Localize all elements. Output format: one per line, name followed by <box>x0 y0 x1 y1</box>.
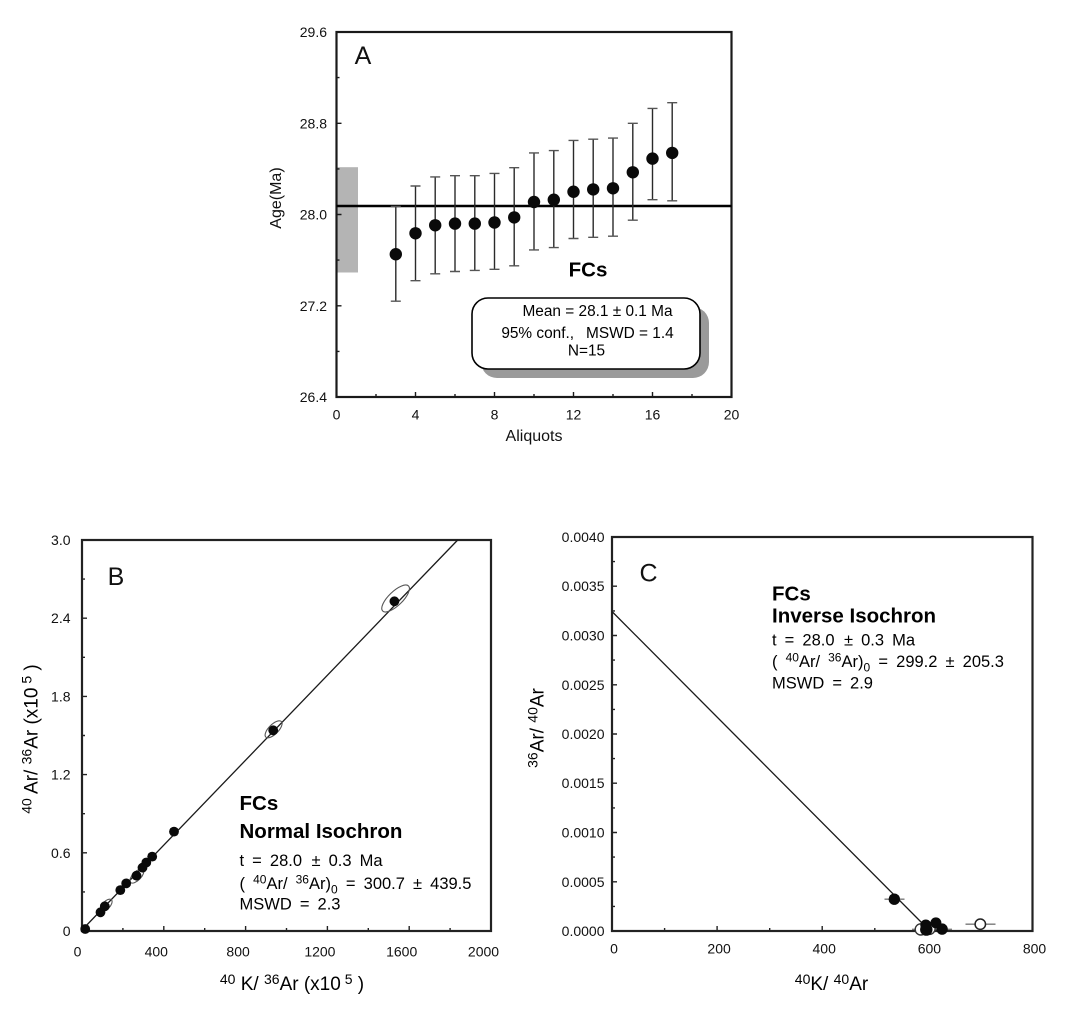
svg-text:95% conf., MSWD = 1.4: 95% conf., MSWD = 1.4 <box>501 325 674 342</box>
svg-text:2.4: 2.4 <box>51 610 71 626</box>
svg-text:600: 600 <box>918 941 942 957</box>
svg-text:0.0030: 0.0030 <box>562 628 605 644</box>
svg-text:B: B <box>108 563 125 591</box>
svg-text:40 K/ 36Ar (x10 5 ): 40 K/ 36Ar (x10 5 ) <box>220 971 364 995</box>
svg-text:20: 20 <box>724 407 740 423</box>
svg-text:MSWD = 2.9: MSWD = 2.9 <box>772 675 873 693</box>
svg-text:( 40Ar/ 36Ar)0 = 299.2 ± 205.3: ( 40Ar/ 36Ar)0 = 299.2 ± 205.3 <box>772 651 1004 675</box>
svg-text:Age(Ma): Age(Ma) <box>268 167 285 228</box>
svg-text:200: 200 <box>707 941 731 957</box>
svg-text:27.2: 27.2 <box>300 298 327 314</box>
svg-text:1.8: 1.8 <box>51 688 71 704</box>
svg-text:C: C <box>639 560 657 588</box>
svg-text:40K/ 40Ar: 40K/ 40Ar <box>795 971 869 995</box>
svg-text:0.0000: 0.0000 <box>562 923 605 939</box>
svg-text:FCs: FCs <box>569 259 608 282</box>
svg-text:0.0005: 0.0005 <box>562 874 605 890</box>
svg-text:800: 800 <box>226 944 250 960</box>
svg-text:28.8: 28.8 <box>300 115 327 131</box>
svg-text:FCs: FCs <box>772 583 811 606</box>
svg-text:( 40Ar/ 36Ar)0 = 300.7 ± 439.5: ( 40Ar/ 36Ar)0 = 300.7 ± 439.5 <box>240 872 472 896</box>
svg-text:2000: 2000 <box>468 944 499 960</box>
svg-text:Inverse Isochron: Inverse Isochron <box>772 605 936 628</box>
svg-text:t = 28.0 ± 0.3 Ma: t = 28.0 ± 0.3 Ma <box>240 852 384 870</box>
svg-text:12: 12 <box>566 407 582 423</box>
svg-text:MSWD = 2.3: MSWD = 2.3 <box>240 896 341 914</box>
svg-text:0.0040: 0.0040 <box>562 529 605 545</box>
svg-text:0: 0 <box>333 407 341 423</box>
svg-text:26.4: 26.4 <box>300 389 327 405</box>
svg-text:0.0020: 0.0020 <box>562 726 605 742</box>
svg-text:8: 8 <box>491 407 499 423</box>
svg-text:400: 400 <box>145 944 169 960</box>
svg-text:0.0010: 0.0010 <box>562 825 605 841</box>
svg-text:1200: 1200 <box>304 944 335 960</box>
svg-text:0.0025: 0.0025 <box>562 677 605 693</box>
svg-text:0.0035: 0.0035 <box>562 578 605 594</box>
svg-text:4: 4 <box>412 407 420 423</box>
svg-text:3.0: 3.0 <box>51 532 71 548</box>
svg-text:N=15: N=15 <box>568 342 605 359</box>
svg-text:t = 28.0 ± 0.3 Ma: t = 28.0 ± 0.3 Ma <box>772 632 916 650</box>
svg-text:29.6: 29.6 <box>300 24 327 40</box>
svg-text:800: 800 <box>1023 941 1047 957</box>
svg-text:FCs: FCs <box>240 792 279 815</box>
svg-text:A: A <box>355 42 372 70</box>
svg-text:0.0015: 0.0015 <box>562 775 605 791</box>
svg-text:1600: 1600 <box>386 944 417 960</box>
svg-text:16: 16 <box>645 407 661 423</box>
svg-text:Aliquots: Aliquots <box>506 428 563 445</box>
svg-text:36Ar/ 40Ar: 36Ar/ 40Ar <box>525 687 549 767</box>
svg-text:1.2: 1.2 <box>51 767 71 783</box>
svg-text:0.6: 0.6 <box>51 845 71 861</box>
svg-text:400: 400 <box>813 941 837 957</box>
svg-text:0: 0 <box>63 923 71 939</box>
svg-text:Normal Isochron: Normal Isochron <box>240 820 403 843</box>
svg-text:40 Ar/ 36Ar (x10 5 ): 40 Ar/ 36Ar (x10 5 ) <box>19 664 43 814</box>
svg-text:0: 0 <box>610 941 618 957</box>
svg-text:Mean = 28.1 ± 0.1 Ma: Mean = 28.1 ± 0.1 Ma <box>522 303 672 320</box>
svg-text:28.0: 28.0 <box>300 207 327 223</box>
svg-text:0: 0 <box>74 944 82 960</box>
